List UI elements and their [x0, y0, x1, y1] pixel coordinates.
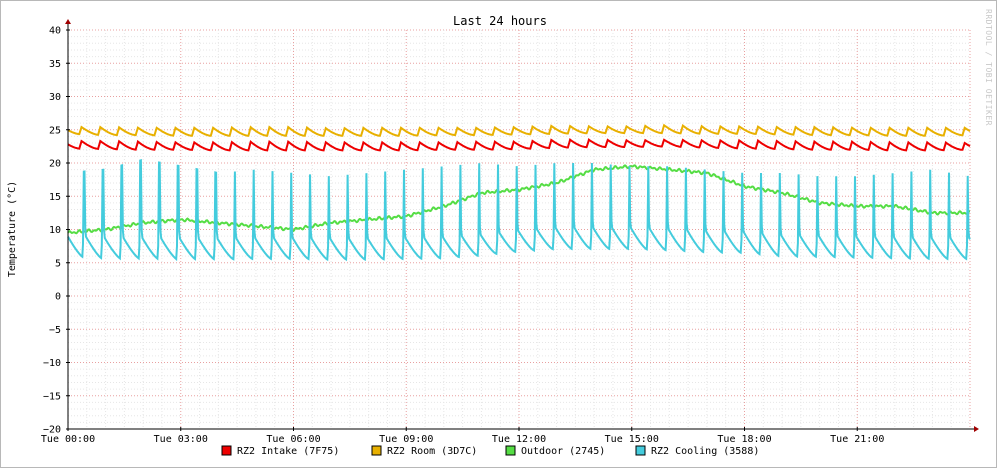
- chart-title: Last 24 hours: [453, 14, 547, 28]
- y-tick-label: 30: [49, 92, 61, 103]
- axes: [65, 19, 979, 432]
- legend-item: RZ2 Cooling (3588): [635, 445, 759, 457]
- x-tick-label: Tue 09:00: [379, 434, 433, 445]
- y-tick-label: 5: [55, 258, 61, 269]
- y-axis-label: Temperature (°C): [7, 181, 18, 277]
- y-tick-labels: 40 35 30 25 20 15 10 5 0 −5 −10 −15 −20: [43, 26, 61, 436]
- series-line-0: [67, 138, 971, 152]
- y-tick-label: 20: [49, 159, 61, 170]
- rrdtool-watermark: RRDTOOL / TOBI OETIKER: [984, 9, 993, 126]
- legend-label: RZ2 Cooling (3588): [651, 446, 759, 457]
- series-line-3: [67, 158, 971, 262]
- x-tick-labels: Tue 00:00 Tue 03:00 Tue 06:00 Tue 09:00 Tue …: [41, 434, 884, 445]
- series-line-2: [67, 164, 971, 235]
- legend-item: RZ2 Room (3D7C): [371, 445, 477, 457]
- series-line-1: [67, 123, 971, 137]
- legend-label: RZ2 Room (3D7C): [387, 446, 477, 457]
- x-tick-label: Tue 12:00: [492, 434, 546, 445]
- x-tick-label: Tue 06:00: [266, 434, 320, 445]
- legend-swatch: [371, 445, 382, 456]
- legend-label: Outdoor (2745): [521, 446, 605, 457]
- legend-swatch: [635, 445, 646, 456]
- y-tick-label: −15: [43, 391, 61, 402]
- y-tick-label: 25: [49, 125, 61, 136]
- legend-item: RZ2 Intake (7F75): [221, 445, 339, 457]
- x-axis-arrow: [974, 426, 979, 432]
- legend: RZ2 Intake (7F75) RZ2 Room (3D7C) Outdoor …: [221, 445, 759, 457]
- x-tick-label: Tue 18:00: [717, 434, 771, 445]
- y-tick-label: 10: [49, 225, 61, 236]
- y-tick-label: −20: [43, 425, 61, 436]
- x-tick-label: Tue 21:00: [830, 434, 884, 445]
- series-lines: [67, 123, 971, 262]
- legend-swatch: [221, 445, 232, 456]
- legend-label: RZ2 Intake (7F75): [237, 446, 339, 457]
- y-tick-label: 0: [55, 292, 61, 303]
- legend-swatch: [505, 445, 516, 456]
- y-tick-label: 35: [49, 59, 61, 70]
- x-tick-label: Tue 15:00: [605, 434, 659, 445]
- x-tick-label: Tue 00:00: [41, 434, 95, 445]
- legend-item: Outdoor (2745): [505, 445, 605, 457]
- y-tick-label: −5: [49, 325, 61, 336]
- y-axis-arrow: [65, 19, 71, 24]
- y-tick-label: 40: [49, 26, 61, 37]
- y-tick-label: 15: [49, 192, 61, 203]
- y-tick-label: −10: [43, 358, 61, 369]
- x-tick-label: Tue 03:00: [154, 434, 208, 445]
